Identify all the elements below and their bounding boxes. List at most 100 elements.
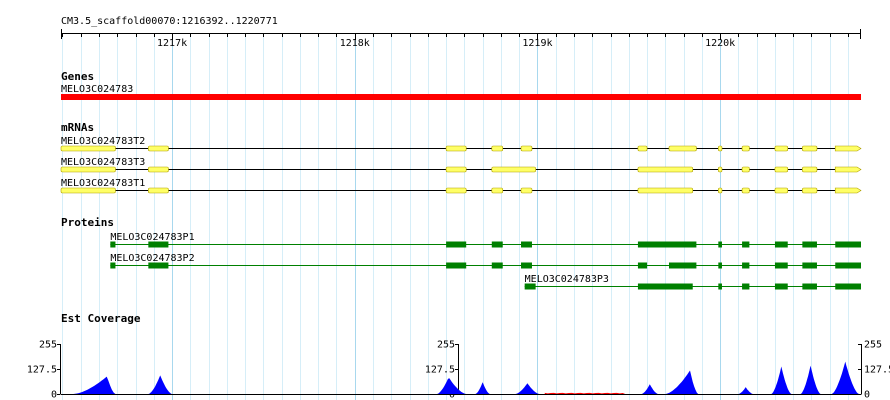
protein-segment	[521, 241, 532, 248]
protein-segment	[802, 262, 817, 269]
protein-segment	[491, 262, 503, 269]
protein-features[interactable]: MELO3C024783P1 MELO3C024783P2 MELO3C024783…	[110, 232, 861, 290]
mrna-exon	[741, 187, 750, 194]
ruler-label: 1219k	[522, 38, 552, 49]
mrna-exon	[718, 145, 723, 152]
ruler-label: 1220k	[705, 38, 735, 49]
gene-bar	[61, 94, 861, 100]
mrnas-track[interactable]: mRNAs MELO3C024783T2MELO3C024783T3MELO3C…	[60, 121, 862, 194]
mrna-exon	[637, 145, 648, 152]
protein-label: MELO3C024783P2	[110, 253, 194, 264]
coverage-scale-label: 127.5	[27, 365, 57, 376]
mrna-exon	[774, 187, 789, 194]
mrna-exon	[834, 187, 862, 194]
mrna-exon	[637, 187, 694, 194]
protein-segment	[524, 283, 536, 290]
mrna-label: MELO3C024783T2	[61, 136, 145, 147]
mrna-exon	[774, 166, 789, 173]
coverage-peak	[515, 383, 540, 394]
coverage-peak	[73, 376, 116, 394]
mrna-exon	[491, 187, 504, 194]
coverage-peak	[475, 382, 490, 394]
coverage-scale-label: 127.5	[425, 365, 455, 376]
protein-segment	[446, 262, 467, 269]
protein-segment	[835, 241, 861, 248]
mrna-exon	[834, 145, 862, 152]
protein-segment	[491, 241, 503, 248]
est-coverage-track-title: Est Coverage	[61, 312, 141, 325]
mrna-exon	[802, 145, 818, 152]
mrna-exon	[60, 145, 116, 152]
genes-track[interactable]: Genes MELO3C024783	[61, 70, 861, 100]
coverage-peak	[148, 375, 173, 394]
protein-segment	[774, 241, 788, 248]
mrna-features[interactable]: MELO3C024783T2 MELO3C024783T3 MELO3C024783…	[60, 136, 862, 194]
mrna-label: MELO3C024783T1	[61, 178, 145, 189]
coordinate-ruler[interactable]: CM3.5_scaffold00070:1216392..1220771 121…	[61, 16, 861, 49]
mrna-exon	[445, 145, 467, 152]
coverage-scale-label: 255	[39, 340, 57, 351]
gene-label: MELO3C024783	[61, 84, 133, 95]
protein-segment	[742, 283, 750, 290]
ruler-label: 1217k	[157, 38, 187, 49]
protein-segment	[668, 262, 697, 269]
protein-label: MELO3C024783P3	[525, 274, 609, 285]
coverage-low-area	[544, 392, 626, 394]
coverage-peak	[436, 378, 467, 394]
protein-segment	[835, 283, 861, 290]
ruler-ticks	[61, 29, 861, 40]
coverage-scale-label: 127.5	[864, 365, 890, 376]
mrna-exon	[60, 166, 116, 173]
coverage-peak	[771, 366, 792, 394]
protein-segment	[835, 262, 861, 269]
ruler-labels: 1217k 1218k 1219k 1220k	[157, 38, 735, 49]
mrna-exon	[668, 145, 697, 152]
protein-segment	[802, 241, 817, 248]
proteins-track-title: Proteins	[61, 216, 114, 229]
mrna-exon	[445, 166, 467, 173]
mrna-label: MELO3C024783T3	[61, 157, 145, 168]
coverage-peak	[665, 370, 699, 394]
mrnas-track-title: mRNAs	[61, 121, 94, 134]
genes-track-title: Genes	[61, 70, 94, 83]
protein-label: MELO3C024783P1	[110, 232, 194, 243]
mrna-exon	[802, 166, 818, 173]
mrna-exon	[802, 187, 818, 194]
coordinate-label: CM3.5_scaffold00070:1216392..1220771	[61, 16, 278, 27]
proteins-track[interactable]: Proteins MELO3C024783P1MELO3C024783P2MEL…	[61, 216, 861, 290]
mrna-exon	[60, 187, 116, 194]
coverage-peak	[800, 365, 821, 394]
mrna-exon	[741, 145, 750, 152]
coverage-peak	[641, 384, 659, 394]
protein-segment	[718, 241, 722, 248]
mrna-exon	[741, 166, 750, 173]
coverage-scale-label: 0	[51, 390, 57, 400]
protein-segment	[110, 262, 116, 269]
protein-segment	[521, 262, 532, 269]
gene-features[interactable]: MELO3C024783	[61, 84, 861, 100]
mrna-exon	[774, 145, 789, 152]
mrna-exon	[520, 187, 533, 194]
mrna-exon	[148, 187, 169, 194]
protein-segment	[148, 262, 169, 269]
protein-segment	[742, 241, 750, 248]
protein-segment	[637, 262, 648, 269]
mrna-exon	[491, 145, 504, 152]
mrna-exon	[718, 187, 723, 194]
coverage-scale-label: 255	[864, 340, 882, 351]
coverage-peak	[831, 361, 859, 394]
mrna-exon	[491, 166, 536, 173]
protein-segment	[802, 283, 817, 290]
protein-segment	[774, 283, 788, 290]
mrna-exon	[148, 166, 169, 173]
ruler-label: 1218k	[340, 38, 370, 49]
protein-segment	[148, 241, 169, 248]
mrna-exon	[637, 166, 694, 173]
coverage-peak	[738, 387, 754, 394]
mrna-exon	[718, 166, 723, 173]
protein-segment	[110, 241, 116, 248]
protein-segment	[742, 262, 750, 269]
protein-segment	[718, 262, 722, 269]
